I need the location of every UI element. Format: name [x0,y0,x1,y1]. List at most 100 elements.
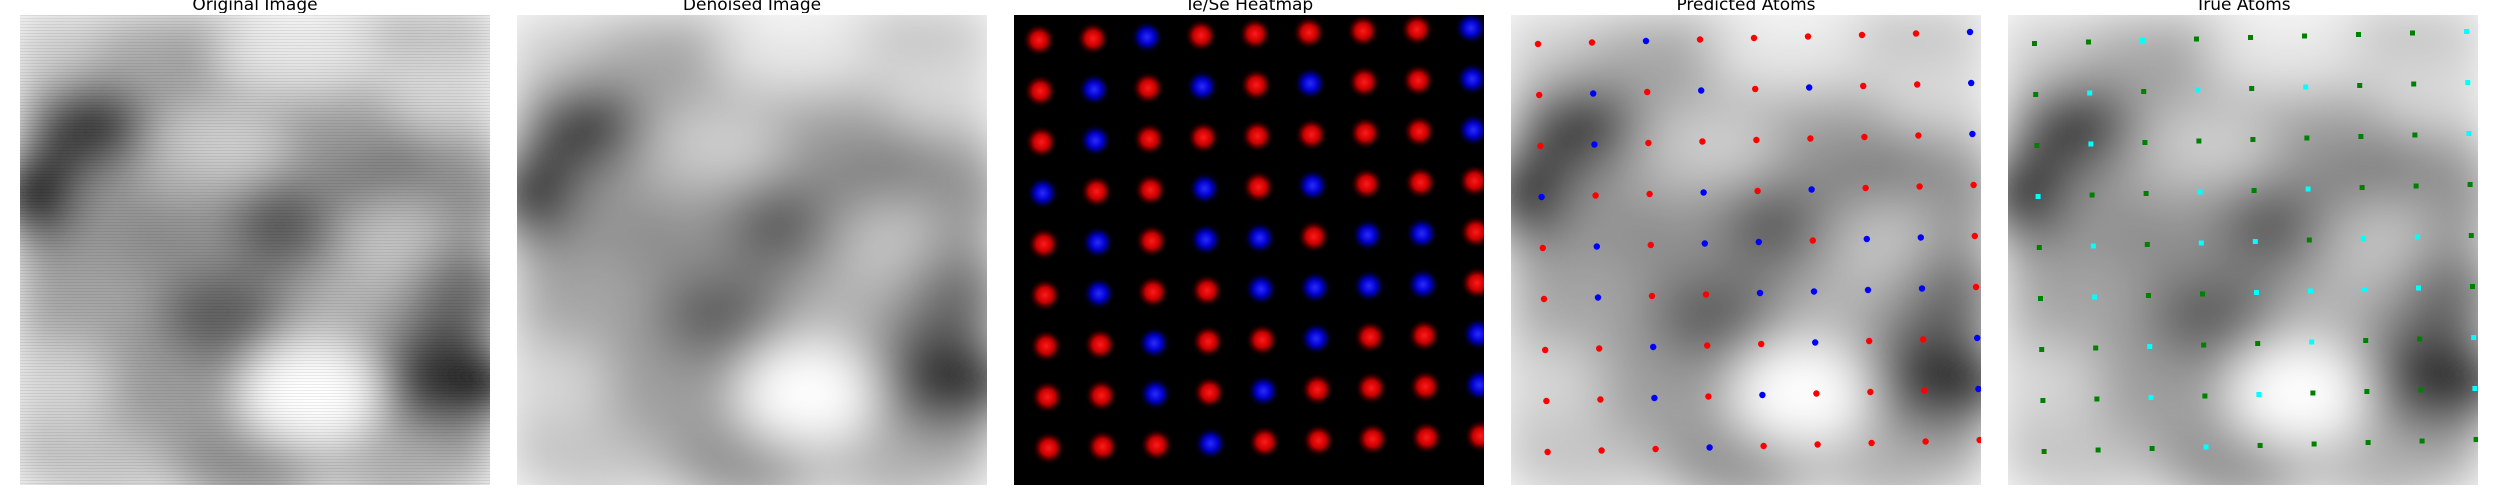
predicted-atoms-panel [1511,15,1981,485]
predicted-atom-marker [1645,139,1652,147]
predicted-atom-marker [1868,439,1875,447]
predicted-atom-marker [1858,31,1866,39]
heatmap-spot [1408,369,1443,404]
predicted-atom-marker [1647,241,1654,249]
panel-title-denoised: Denoised Image [682,0,822,13]
heatmap-spot [1188,222,1223,257]
predicted-atom-marker [1538,193,1545,201]
true-atom-marker [2144,242,2150,247]
predicted-atom-marker [1650,343,1657,351]
heatmap-spot [1298,270,1332,305]
true-atom-marker [2201,342,2207,348]
heatmap-spot [1024,125,1059,159]
heatmap-spot [1404,216,1439,251]
heatmap-spot [1350,218,1385,252]
true-atom-marker [2359,185,2365,190]
heatmap-spot [1245,323,1280,357]
true-atom-marker [2464,29,2469,34]
true-atom-marker [2310,390,2316,396]
heatmap-spot [1244,272,1278,306]
heatmap-spot [1462,368,1484,402]
original-image [20,15,490,485]
true-atom-marker [2254,290,2259,295]
predicted-atom-marker [1972,283,1980,291]
heatmap-spot [1137,326,1172,360]
true-atom-marker [2356,32,2361,37]
predicted-atom-marker [1706,444,1713,451]
heatmap-spot [1134,224,1169,258]
predicted-atom-marker [1812,339,1819,346]
predicted-atom-marker [1914,81,1921,88]
true-atom-marker [2197,189,2203,195]
predicted-atom-marker [1806,84,1813,91]
predicted-atom-marker [1754,187,1761,195]
predicted-atom-marker [1543,397,1550,405]
heatmap-spot [1292,15,1326,50]
predicted-atom-marker [1652,445,1659,453]
true-atom-marker [2465,80,2471,85]
predicted-atom-marker [1969,130,1976,138]
predicted-atom-marker [1814,441,1821,448]
heatmap-spot [1301,423,1336,458]
true-atom-marker [2419,438,2425,444]
predicted-atom-marker [1915,132,1922,139]
predicted-atom-marker [1807,135,1814,142]
predicted-atom-marker [1705,393,1712,400]
predicted-atom-marker [1592,192,1599,199]
predicted-atom-marker [1920,336,1927,343]
predicted-atom-marker [1651,394,1658,402]
heatmap-spot [1241,170,1276,204]
true-atom-marker [2412,132,2418,138]
predicted-atom-marker [1971,232,1978,240]
heatmap-spot [1080,225,1115,260]
heatmap-spot [1454,15,1484,45]
heatmap-spot [1348,116,1383,150]
predicted-atom-marker [1699,138,1706,145]
true-atom-marker [2195,87,2201,93]
predicted-atom-marker [1867,388,1874,396]
heatmap-spot [1077,72,1112,107]
true-atom-marker [2202,393,2208,399]
predicted-atom-marker [1540,295,1548,303]
predicted-atom-marker [1542,346,1549,354]
predicted-atom-marker [1644,88,1651,96]
true-atom-marker [2363,338,2369,343]
predicted-atom-marker [1756,289,1764,297]
predicted-atom-marker [1808,186,1815,193]
panel-title-true: True Atoms [2195,0,2291,13]
heatmap-spot [1185,69,1220,104]
heatmap-spot [1192,375,1227,410]
heatmap-spot [1294,117,1329,152]
heatmap-spot [1403,165,1438,200]
true-atom-marker [2250,137,2256,142]
predicted-atom-marker [1759,391,1766,399]
heatmap-spot [1139,428,1174,462]
heatmap-spot [1458,215,1484,249]
true-atom-marker [2257,443,2263,448]
predicted-atom-marker [1863,235,1870,243]
true-atom-marker [2470,284,2475,289]
true-atom-marker [2468,233,2474,238]
predicted-atom-marker [1804,33,1812,40]
denoised-image [517,15,987,485]
true-atom-marker [2357,83,2363,88]
predicted-atom-marker [1588,39,1596,46]
true-atom-marker [2092,294,2097,300]
te-se-heatmap [1014,15,1484,485]
true-atom-marker [2034,143,2040,148]
predicted-atom-marker [1596,345,1603,352]
predicted-atom-marker [1922,438,1929,445]
predicted-atom-marker [1646,190,1653,198]
predicted-atom-marker [1912,30,1920,37]
true-atom-marker [2302,33,2307,39]
predicted-atom-marker [1598,447,1605,454]
predicted-atom-marker [1752,85,1759,93]
heatmap-spot [1138,377,1173,411]
heatmap-spot [1354,371,1389,405]
true-atom-marker [2471,335,2477,340]
true-atom-marker [2140,38,2145,43]
heatmap-spot [1030,380,1065,414]
predicted-atom-marker [1593,243,1600,250]
predicted-atom-marker [1968,79,1975,87]
